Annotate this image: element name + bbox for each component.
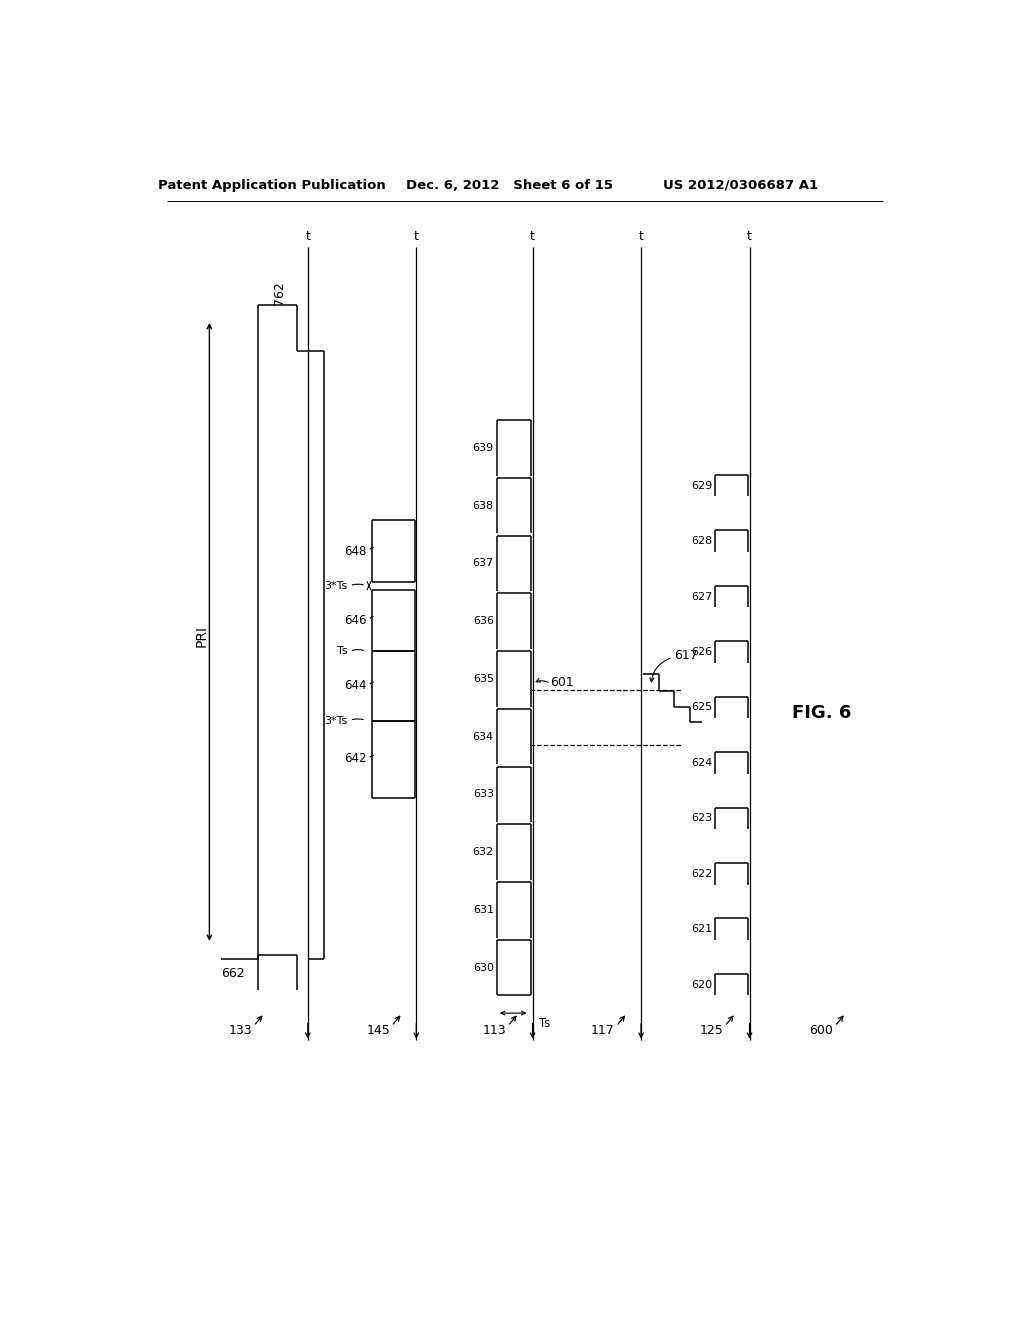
Text: 621: 621 [691, 924, 713, 935]
Text: 125: 125 [699, 1024, 723, 1038]
Text: Patent Application Publication: Patent Application Publication [158, 178, 385, 191]
Text: 634: 634 [473, 731, 494, 742]
Text: 626: 626 [691, 647, 713, 657]
Text: 636: 636 [473, 616, 494, 626]
Text: 628: 628 [691, 536, 713, 546]
Text: 629: 629 [691, 480, 713, 491]
Text: 644: 644 [344, 680, 367, 693]
Text: Ts: Ts [337, 647, 347, 656]
Text: 625: 625 [691, 702, 713, 713]
Text: 617: 617 [675, 648, 698, 661]
Text: 646: 646 [344, 614, 367, 627]
Text: 627: 627 [691, 591, 713, 602]
Text: 630: 630 [473, 962, 494, 973]
Text: 133: 133 [228, 1024, 252, 1038]
Text: 601: 601 [550, 676, 574, 689]
Text: PRI: PRI [195, 624, 209, 647]
Text: 632: 632 [473, 847, 494, 857]
Text: 113: 113 [482, 1024, 506, 1038]
Text: 623: 623 [691, 813, 713, 824]
Text: 3*Ts: 3*Ts [324, 581, 347, 591]
Text: FIG. 6: FIG. 6 [792, 704, 851, 722]
Text: 638: 638 [473, 500, 494, 511]
Text: t: t [305, 231, 310, 243]
Text: 631: 631 [473, 906, 494, 915]
Text: 3*Ts: 3*Ts [324, 715, 347, 726]
Text: 620: 620 [691, 979, 713, 990]
Text: 635: 635 [473, 675, 494, 684]
Text: Dec. 6, 2012   Sheet 6 of 15: Dec. 6, 2012 Sheet 6 of 15 [406, 178, 612, 191]
Text: 624: 624 [691, 758, 713, 768]
Text: 145: 145 [367, 1024, 390, 1038]
Text: 662: 662 [220, 966, 245, 979]
Text: 637: 637 [473, 558, 494, 569]
Text: 117: 117 [591, 1024, 614, 1038]
Text: 600: 600 [809, 1024, 834, 1038]
Text: 633: 633 [473, 789, 494, 800]
Text: 762: 762 [272, 281, 286, 305]
Text: t: t [639, 231, 643, 243]
Text: t: t [530, 231, 535, 243]
Text: t: t [748, 231, 752, 243]
Text: 642: 642 [344, 752, 367, 766]
Text: t: t [414, 231, 419, 243]
Text: 648: 648 [344, 545, 367, 557]
Text: 622: 622 [691, 869, 713, 879]
Text: Ts: Ts [539, 1018, 550, 1031]
Text: 639: 639 [473, 444, 494, 453]
Text: US 2012/0306687 A1: US 2012/0306687 A1 [663, 178, 818, 191]
